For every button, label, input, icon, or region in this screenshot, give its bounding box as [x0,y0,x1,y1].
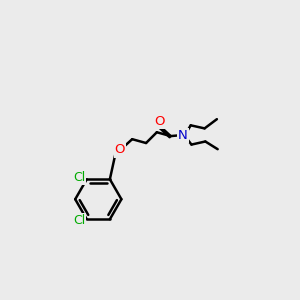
Text: Cl: Cl [73,214,85,227]
Text: N: N [178,129,188,142]
Text: O: O [154,115,164,128]
Text: Cl: Cl [73,171,85,184]
Text: O: O [115,143,125,157]
